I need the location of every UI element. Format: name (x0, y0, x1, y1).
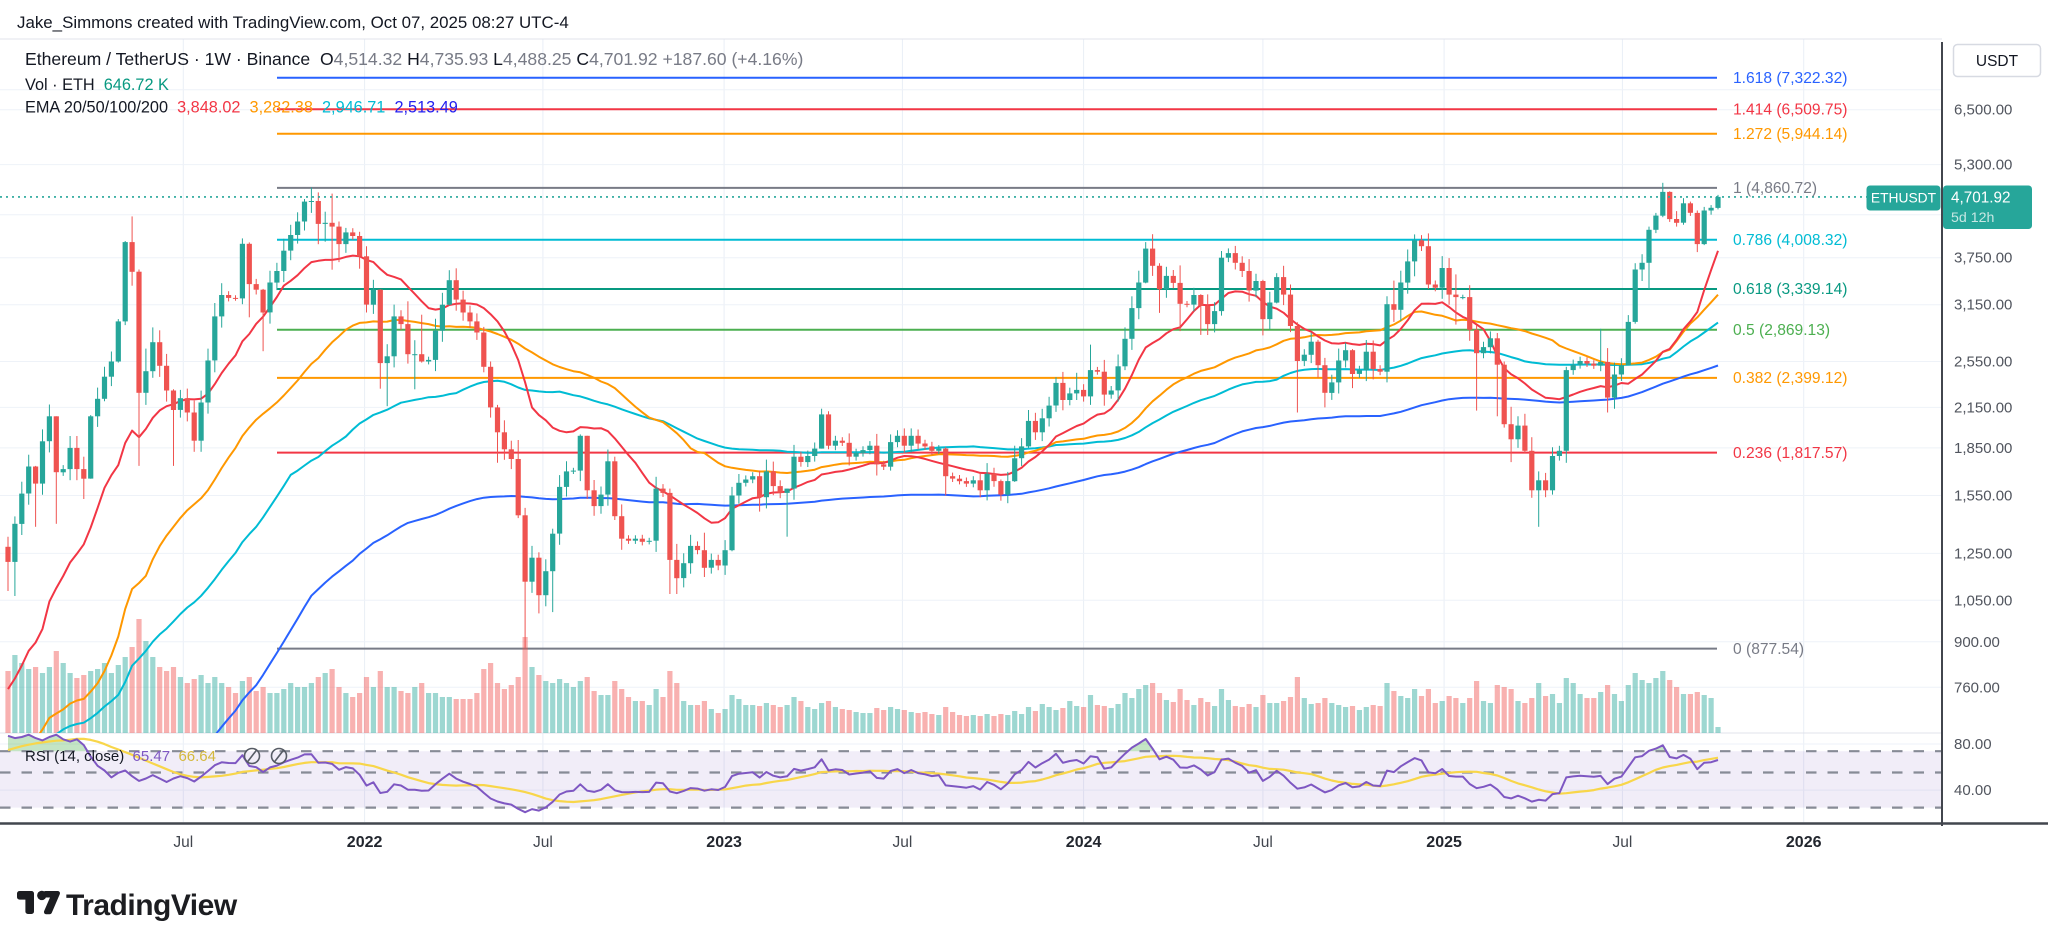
svg-text:Jake_Simmons created with Trad: Jake_Simmons created with TradingView.co… (17, 13, 569, 32)
svg-text:Ethereum / TetherUS · 1W · Bin: Ethereum / TetherUS · 1W · Binance O4,51… (25, 49, 803, 69)
svg-text:2,150.00: 2,150.00 (1954, 399, 2012, 416)
svg-text:Jul: Jul (892, 834, 912, 851)
svg-text:Jul: Jul (1253, 834, 1273, 851)
svg-text:2023: 2023 (706, 834, 742, 851)
svg-text:0 (877.54): 0 (877.54) (1733, 641, 1804, 658)
svg-text:0.618 (3,339.14): 0.618 (3,339.14) (1733, 281, 1847, 298)
svg-text:Vol · ETH 646.72 K: Vol · ETH 646.72 K (25, 76, 169, 94)
svg-text:0.5 (2,869.13): 0.5 (2,869.13) (1733, 322, 1830, 339)
svg-text:0.236 (1,817.57): 0.236 (1,817.57) (1733, 445, 1847, 462)
svg-text:Jul: Jul (173, 834, 193, 851)
svg-text:2,550.00: 2,550.00 (1954, 354, 2012, 371)
svg-text:0.786 (4,008.32): 0.786 (4,008.32) (1733, 232, 1847, 249)
svg-text:6,500.00: 6,500.00 (1954, 102, 2012, 119)
svg-text:2025: 2025 (1426, 834, 1462, 851)
svg-text:1,550.00: 1,550.00 (1954, 488, 2012, 505)
svg-text:2022: 2022 (347, 834, 383, 851)
svg-text:RSI (14, close) 65.47 66.64: RSI (14, close) 65.47 66.64 (25, 748, 216, 765)
svg-text:USDT: USDT (1976, 53, 2019, 70)
svg-text:3,750.00: 3,750.00 (1954, 250, 2012, 267)
svg-text:5d 12h: 5d 12h (1951, 210, 1994, 226)
svg-text:80.00: 80.00 (1954, 736, 1992, 753)
svg-text:5,300.00: 5,300.00 (1954, 157, 2012, 174)
svg-text:1.414 (6,509.75): 1.414 (6,509.75) (1733, 102, 1847, 119)
svg-text:3,150.00: 3,150.00 (1954, 297, 2012, 314)
svg-text:ETHUSDT: ETHUSDT (1871, 191, 1937, 206)
svg-text:900.00: 900.00 (1954, 634, 2000, 651)
svg-text:1,250.00: 1,250.00 (1954, 545, 2012, 562)
svg-text:Jul: Jul (533, 834, 553, 851)
svg-text:2026: 2026 (1786, 834, 1822, 851)
svg-text:1,850.00: 1,850.00 (1954, 440, 2012, 457)
svg-text:40.00: 40.00 (1954, 782, 1992, 799)
svg-text:4,701.92: 4,701.92 (1951, 190, 2011, 207)
svg-text:1.272 (5,944.14): 1.272 (5,944.14) (1733, 126, 1847, 143)
svg-text:TradingView: TradingView (66, 889, 238, 922)
svg-text:760.00: 760.00 (1954, 679, 2000, 696)
svg-text:1,050.00: 1,050.00 (1954, 592, 2012, 609)
svg-text:EMA 20/50/100/200 3,848.02 3: EMA 20/50/100/200 3,848.02 3,282.38 2,94… (25, 99, 458, 117)
svg-text:1.618 (7,322.32): 1.618 (7,322.32) (1733, 70, 1847, 87)
svg-text:2024: 2024 (1066, 834, 1102, 851)
svg-text:1 (4,860.72): 1 (4,860.72) (1733, 180, 1817, 197)
svg-text:Jul: Jul (1612, 834, 1632, 851)
svg-text:0.382 (2,399.12): 0.382 (2,399.12) (1733, 370, 1847, 387)
